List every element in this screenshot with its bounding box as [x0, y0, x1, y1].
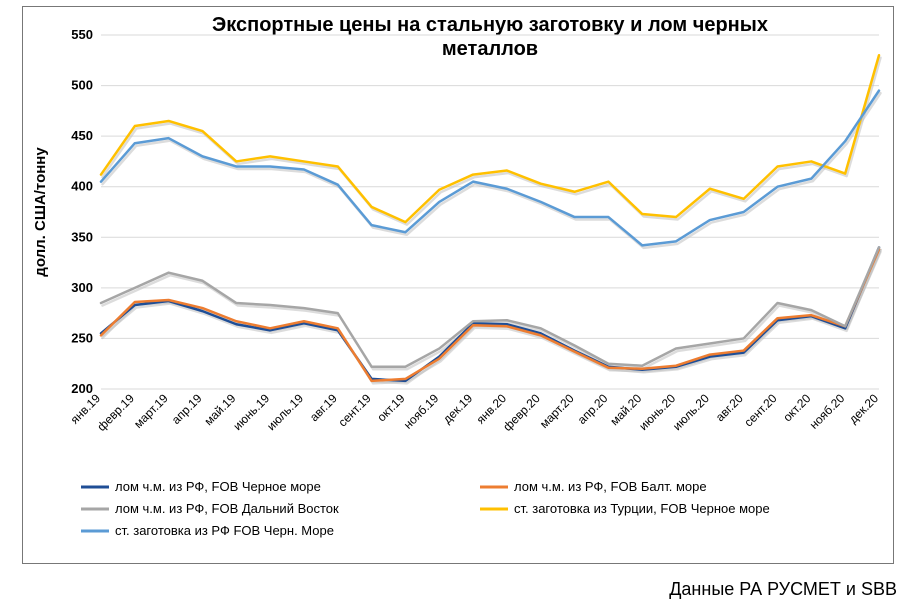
x-tick: дек.20: [846, 391, 881, 426]
x-tick: июль.20: [670, 391, 712, 433]
x-tick: июнь.20: [636, 391, 678, 433]
series-shadow: [103, 93, 881, 248]
x-tick: нояб.20: [807, 391, 848, 432]
x-tick: сент.19: [335, 391, 374, 430]
x-tick: нояб.19: [401, 391, 442, 432]
source-text: Данные РА РУСМЕТ и SBB: [669, 579, 897, 600]
y-tick: 250: [71, 330, 93, 345]
x-tick: июнь.19: [230, 391, 272, 433]
line-chart: Экспортные цены на стальную заготовку и …: [23, 7, 893, 563]
x-tick: дек.19: [440, 391, 475, 426]
x-tick: июль.19: [264, 391, 306, 433]
chart-title: Экспортные цены на стальную заготовку и …: [212, 14, 768, 36]
y-tick: 350: [71, 229, 93, 244]
y-tick: 500: [71, 78, 93, 93]
series-billet_rf_black_sea: [101, 91, 879, 246]
y-tick: 550: [71, 27, 93, 42]
legend-label: лом ч.м. из РФ, FOB Дальний Восток: [115, 501, 339, 516]
series-scrap_baltic: [101, 249, 879, 380]
x-tick: сент.20: [741, 391, 780, 430]
x-tick: апр.20: [575, 391, 611, 427]
chart-frame: Экспортные цены на стальную заготовку и …: [22, 6, 894, 564]
x-tick: февр.19: [94, 391, 137, 434]
y-tick: 300: [71, 280, 93, 295]
legend-label: лом ч.м. из РФ, FOB Балт. море: [514, 479, 707, 494]
y-tick: 450: [71, 128, 93, 143]
legend-label: ст. заготовка из РФ FOB Черн. Море: [115, 523, 334, 538]
legend-label: ст. заготовка из Турции, FOB Черное море: [514, 501, 770, 516]
x-tick: февр.20: [500, 391, 543, 434]
series-shadow: [103, 250, 881, 369]
y-tick: 400: [71, 179, 93, 194]
y-axis-label: долл. США/тонну: [32, 147, 49, 277]
chart-title-line2: металлов: [442, 38, 538, 60]
x-tick: март.20: [537, 391, 577, 431]
x-tick: март.19: [131, 391, 171, 431]
series-scrap_far_east: [101, 247, 879, 366]
x-tick: апр.19: [169, 391, 205, 427]
legend-label: лом ч.м. из РФ, FOB Черное море: [115, 479, 321, 494]
